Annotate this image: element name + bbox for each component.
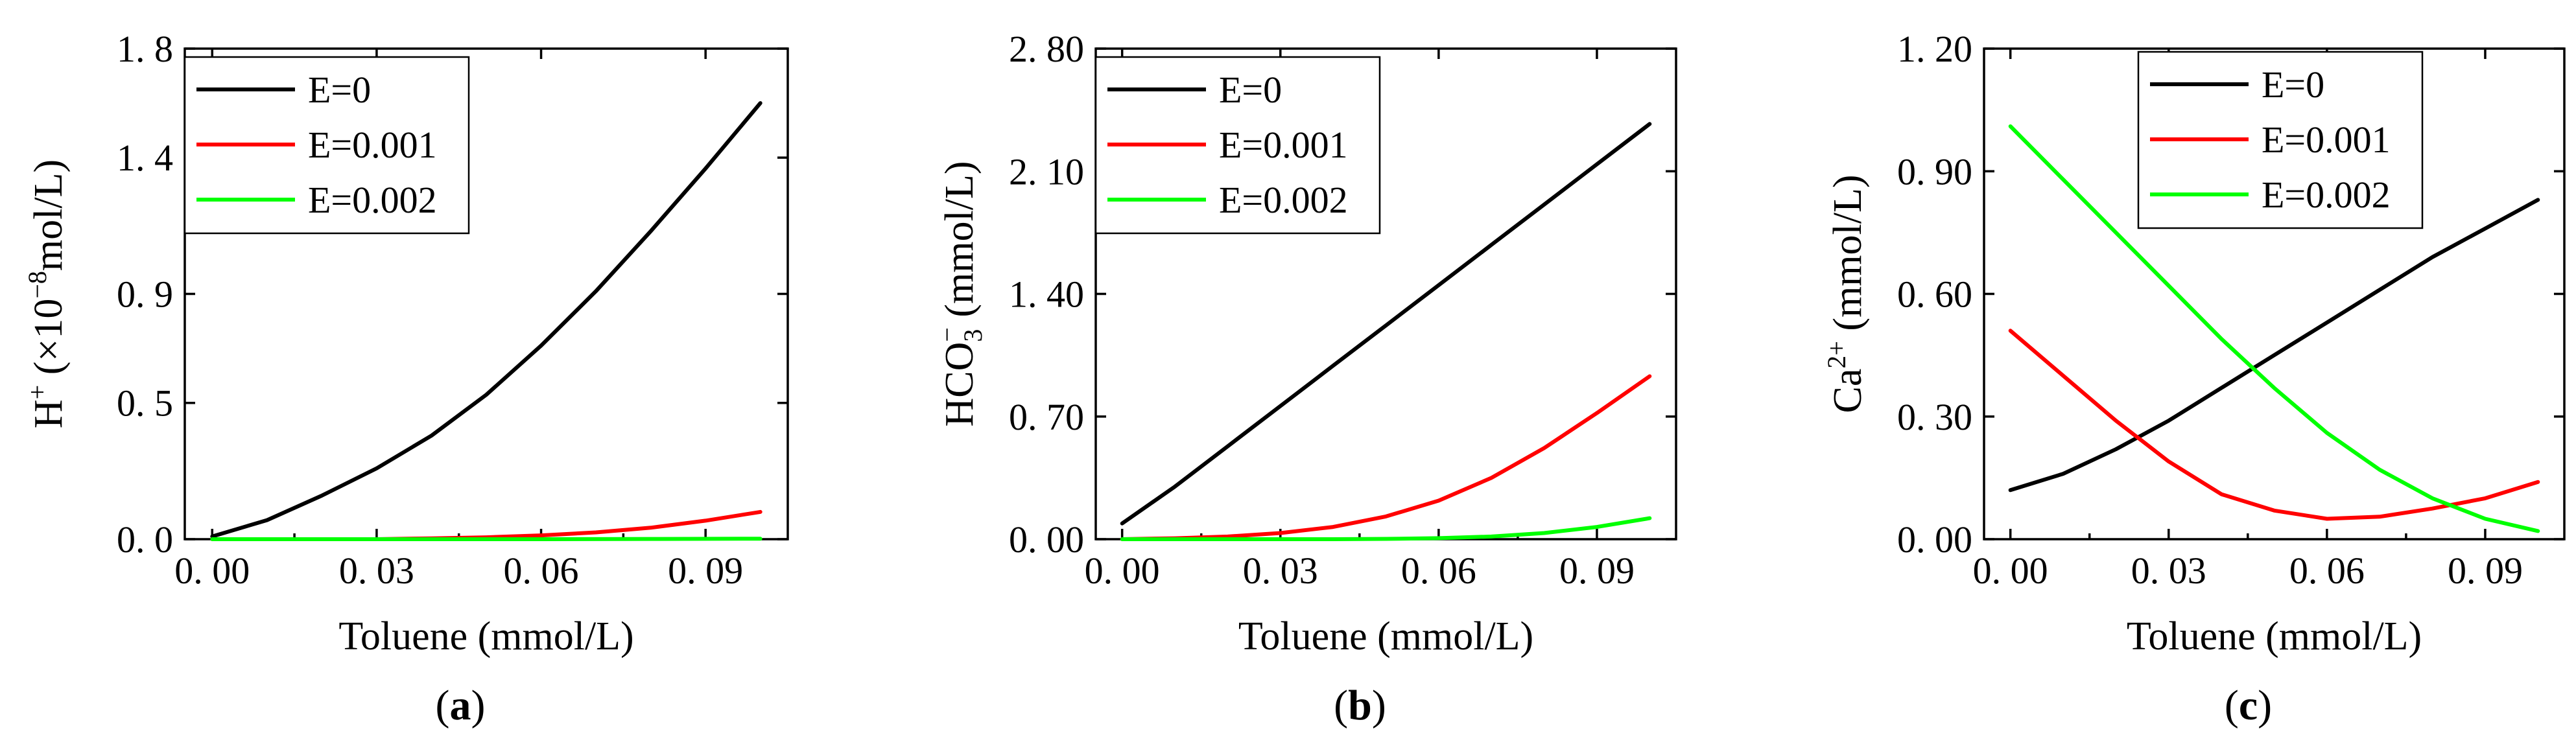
series-line-e-0-002 [1120, 516, 1652, 541]
y-tick-label: 0. 5 [117, 382, 173, 424]
legend-label: E=0.001 [308, 124, 437, 166]
series-line-e-0-001 [2008, 329, 2540, 521]
y-tick-label: 1. 20 [1897, 28, 1972, 70]
y-tick-label: 1. 4 [117, 137, 173, 179]
legend-label: E=0 [2262, 64, 2324, 106]
y-tick-label: 0. 30 [1897, 396, 1972, 438]
y-axis-title: HCO3− (mmol/L) [932, 161, 987, 426]
x-tick-label: 0. 00 [1085, 550, 1160, 592]
y-tick-label: 1. 8 [117, 28, 173, 70]
legend-label: E=0 [1219, 69, 1282, 111]
panel-label: (b) [1334, 682, 1386, 729]
x-tick-label: 0. 06 [1401, 550, 1476, 592]
legend-label: E=0 [308, 69, 371, 111]
series-line-e-0 [2008, 198, 2540, 493]
x-tick-label: 0. 03 [1243, 550, 1318, 592]
legend-label: E=0.001 [2262, 119, 2391, 161]
x-tick-label: 0. 09 [668, 550, 743, 592]
y-tick-label: 2. 80 [1009, 28, 1084, 70]
y-axis-title: H+ (×10−8mol/L) [23, 159, 71, 428]
series-line-e-0 [210, 101, 762, 539]
panel-c-chart: 0. 00 0. 03 0. 06 0. 09 0. 00 0. 30 0. 60 0. 90… [1822, 28, 2566, 729]
panel-label: (a) [436, 682, 486, 729]
series-line-e-0-002 [2008, 124, 2540, 533]
x-axis-title: Toluene (mmol/L) [1238, 614, 1533, 658]
y-tick-label: 0. 00 [1009, 518, 1084, 561]
x-tick-label: 0. 09 [2448, 550, 2523, 592]
series-line-e-0-001 [1120, 374, 1652, 541]
legend-label: E=0.002 [308, 179, 437, 221]
legend-label: E=0.001 [1219, 124, 1348, 166]
x-tick-label: 0. 03 [2131, 550, 2206, 592]
y-tick-label: 0. 90 [1897, 150, 1972, 192]
legend: E=0 E=0.001 E=0.002 [183, 56, 470, 235]
y-tick-label: 0. 00 [1897, 518, 1972, 561]
y-tick-label: 1. 40 [1009, 273, 1084, 316]
panel-label: (c) [2225, 682, 2272, 729]
x-tick-label: 0. 06 [504, 550, 579, 592]
legend: E=0 E=0.001 E=0.002 [1094, 56, 1381, 235]
x-tick-label: 0. 09 [1559, 550, 1635, 592]
legend-label: E=0.002 [2262, 174, 2391, 216]
panel-a-chart: 0. 00 0. 03 0. 06 0. 09 0. 0 0. 5 0. 9 1. 4 1. 8… [23, 28, 789, 729]
y-tick-label: 2. 10 [1009, 150, 1084, 192]
x-tick-label: 0. 06 [2289, 550, 2365, 592]
x-axis-title: Toluene (mmol/L) [338, 614, 633, 658]
x-tick-label: 0. 00 [174, 550, 250, 592]
series-line-e-0 [1120, 122, 1652, 526]
y-tick-label: 0. 60 [1897, 273, 1972, 316]
legend-label: E=0.002 [1219, 179, 1348, 221]
y-axis-title: Ca2+ (mmol/L) [1822, 174, 1870, 413]
y-tick-label: 0. 9 [117, 273, 173, 316]
x-tick-label: 0. 00 [1973, 550, 2048, 592]
panel-b-chart: 0. 00 0. 03 0. 06 0. 09 0. 00 0. 70 1. 40 2. 10… [932, 28, 1677, 729]
x-tick-label: 0. 03 [339, 550, 414, 592]
legend: E=0 E=0.001 E=0.002 [2137, 51, 2424, 229]
y-tick-label: 0. 0 [117, 518, 173, 561]
x-axis-title: Toluene (mmol/L) [2127, 614, 2422, 658]
y-tick-label: 0. 70 [1009, 396, 1084, 438]
